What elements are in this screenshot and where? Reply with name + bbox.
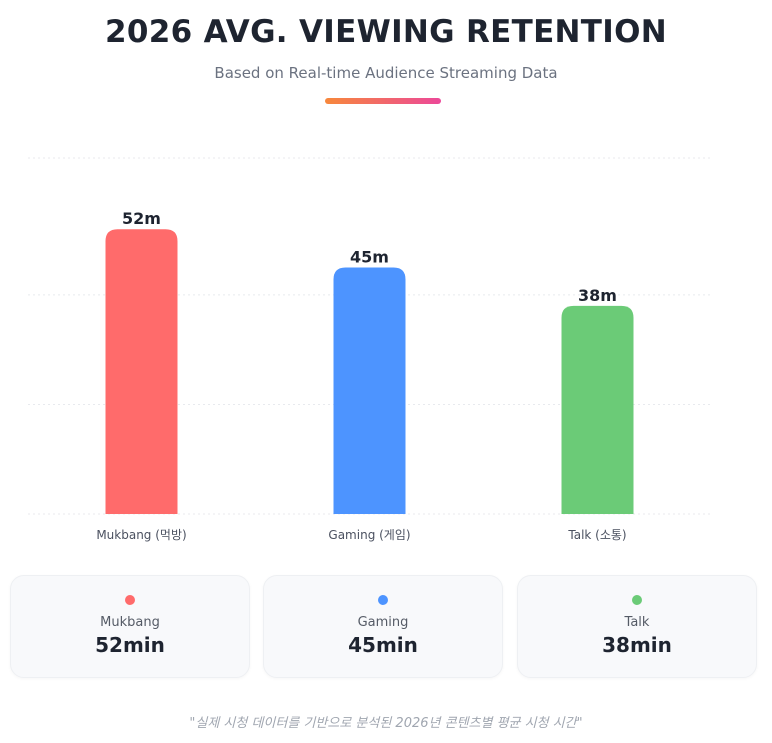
page-subtitle: Based on Real-time Audience Streaming Da… <box>214 64 558 82</box>
page-title: 2026 AVG. VIEWING RETENTION <box>105 14 667 50</box>
color-dot-icon <box>125 595 135 605</box>
bar-chart: 52m Mukbang (먹방) 45m Gaming (게임) 38m Talk (소통… <box>28 157 712 542</box>
bar <box>333 267 406 514</box>
color-dot-icon <box>378 595 388 605</box>
accent-underline <box>325 98 441 104</box>
x-tick-label: Mukbang (먹방) <box>96 528 186 542</box>
data-label: 38m <box>578 286 617 305</box>
card-label: Gaming <box>357 615 409 630</box>
card-value: 52min <box>95 633 165 657</box>
card-label: Talk <box>624 615 650 630</box>
card-value: 38min <box>602 633 672 657</box>
footnote: "실제 시청 데이터를 기반으로 분석된 2026년 콘텐츠별 평균 시청 시간… <box>189 716 583 731</box>
bar <box>561 305 634 514</box>
summary-card-talk: Talk 38min <box>517 575 757 678</box>
card-label: Mukbang <box>100 615 160 630</box>
x-tick-label: Gaming (게임) <box>328 528 410 542</box>
color-dot-icon <box>632 595 642 605</box>
summary-card-gaming: Gaming 45min <box>263 575 503 678</box>
summary-card-mukbang: Mukbang 52min <box>10 575 250 678</box>
data-label: 45m <box>350 248 389 267</box>
bar <box>105 229 178 514</box>
x-tick-label: Talk (소통) <box>567 528 626 542</box>
card-value: 45min <box>348 633 418 657</box>
data-label: 52m <box>122 209 161 228</box>
